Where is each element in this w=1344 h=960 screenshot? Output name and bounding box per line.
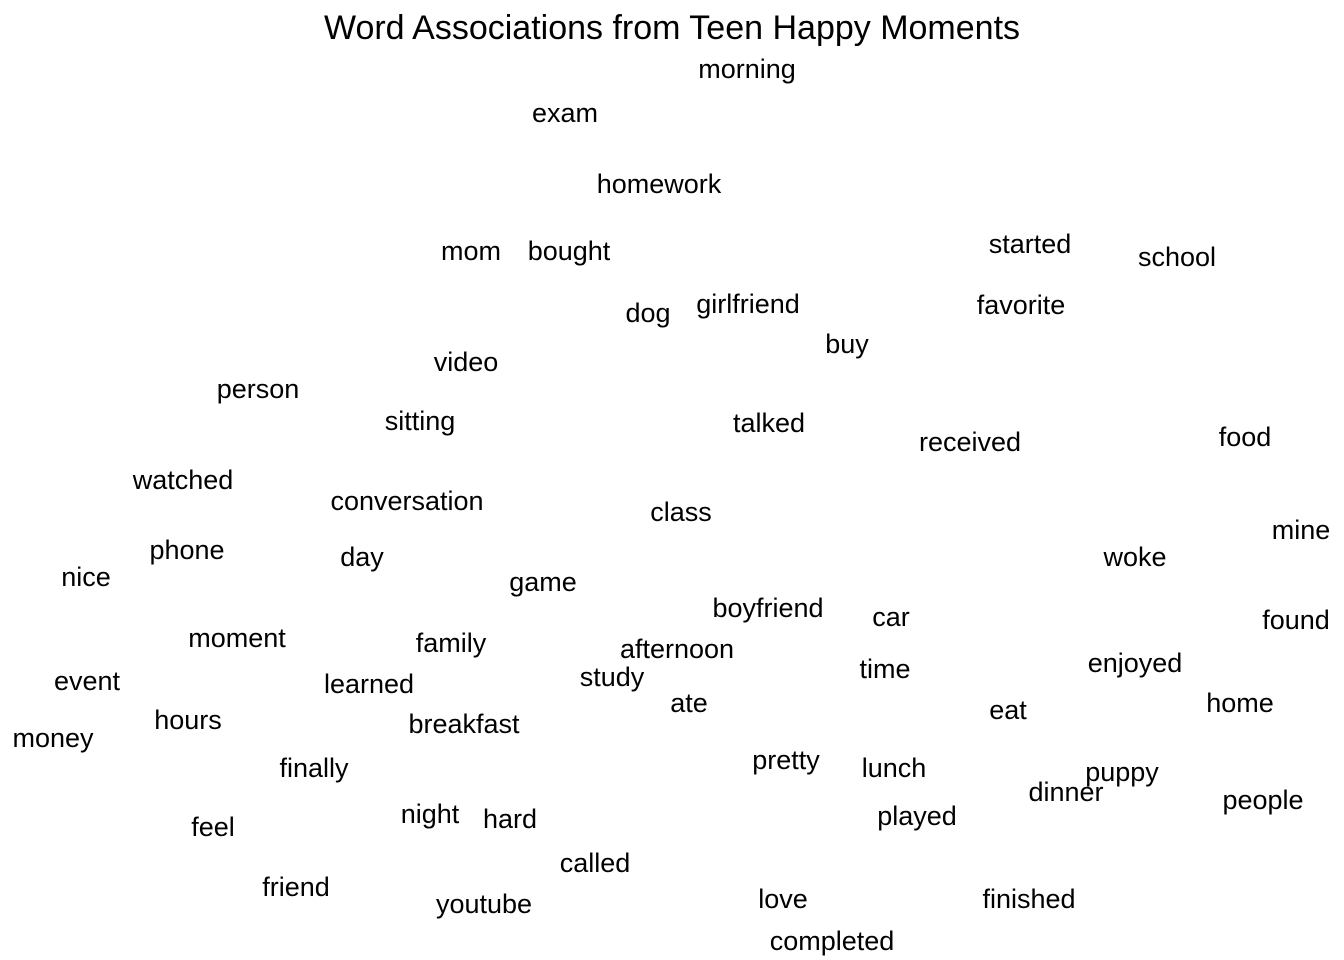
word-label-eat: eat: [989, 695, 1027, 725]
word-label-day: day: [340, 542, 384, 572]
word-label-afternoon: afternoon: [620, 634, 734, 664]
word-label-girlfriend: girlfriend: [696, 289, 800, 319]
word-label-talked: talked: [733, 408, 805, 438]
word-label-study: study: [580, 662, 645, 692]
word-label-people: people: [1222, 785, 1303, 815]
word-label-breakfast: breakfast: [408, 709, 520, 739]
word-label-watched: watched: [132, 465, 234, 495]
word-label-enjoyed: enjoyed: [1088, 648, 1183, 678]
word-label-ate: ate: [670, 688, 708, 718]
word-label-family: family: [416, 628, 487, 658]
word-label-hard: hard: [483, 804, 537, 834]
word-label-game: game: [509, 567, 577, 597]
word-label-homework: homework: [597, 169, 722, 199]
word-label-phone: phone: [149, 535, 224, 565]
word-label-conversation: conversation: [330, 486, 483, 516]
word-label-food: food: [1219, 422, 1272, 452]
word-label-dog: dog: [625, 298, 670, 328]
word-label-completed: completed: [770, 926, 895, 956]
word-label-money: money: [12, 723, 94, 753]
word-label-started: started: [989, 229, 1072, 259]
word-label-home: home: [1206, 688, 1274, 718]
word-label-video: video: [434, 347, 499, 377]
word-label-buy: buy: [825, 329, 869, 359]
word-label-mine: mine: [1272, 515, 1331, 545]
word-label-boyfriend: boyfriend: [712, 593, 823, 623]
word-label-finally: finally: [279, 753, 349, 783]
word-label-mom: mom: [441, 236, 501, 266]
word-label-night: night: [401, 799, 460, 829]
word-label-exam: exam: [532, 98, 598, 128]
word-label-feel: feel: [191, 812, 235, 842]
word-label-moment: moment: [188, 623, 286, 653]
word-label-pretty: pretty: [752, 745, 820, 775]
word-label-learned: learned: [324, 669, 414, 699]
word-label-puppy: puppy: [1085, 757, 1159, 787]
word-label-lunch: lunch: [862, 753, 927, 783]
word-label-dinner: dinner: [1028, 777, 1103, 807]
word-label-hours: hours: [154, 705, 222, 735]
chart-title: Word Associations from Teen Happy Moment…: [323, 9, 1021, 47]
word-label-played: played: [877, 801, 957, 831]
word-label-woke: woke: [1102, 542, 1166, 572]
word-label-school: school: [1138, 242, 1216, 272]
word-label-favorite: favorite: [977, 290, 1066, 320]
word-label-class: class: [650, 497, 712, 527]
word-label-morning: morning: [698, 54, 796, 84]
word-label-bought: bought: [528, 236, 611, 266]
word-label-friend: friend: [262, 872, 330, 902]
word-label-love: love: [758, 884, 808, 914]
word-label-person: person: [217, 374, 300, 404]
word-label-called: called: [560, 848, 631, 878]
word-label-found: found: [1262, 605, 1330, 635]
word-label-event: event: [54, 666, 121, 696]
word-label-car: car: [872, 602, 910, 632]
word-label-time: time: [859, 654, 910, 684]
word-label-nice: nice: [61, 562, 111, 592]
word-label-finished: finished: [982, 884, 1075, 914]
word-label-received: received: [919, 427, 1021, 457]
word-label-youtube: youtube: [436, 889, 532, 919]
word-label-sitting: sitting: [385, 406, 456, 436]
